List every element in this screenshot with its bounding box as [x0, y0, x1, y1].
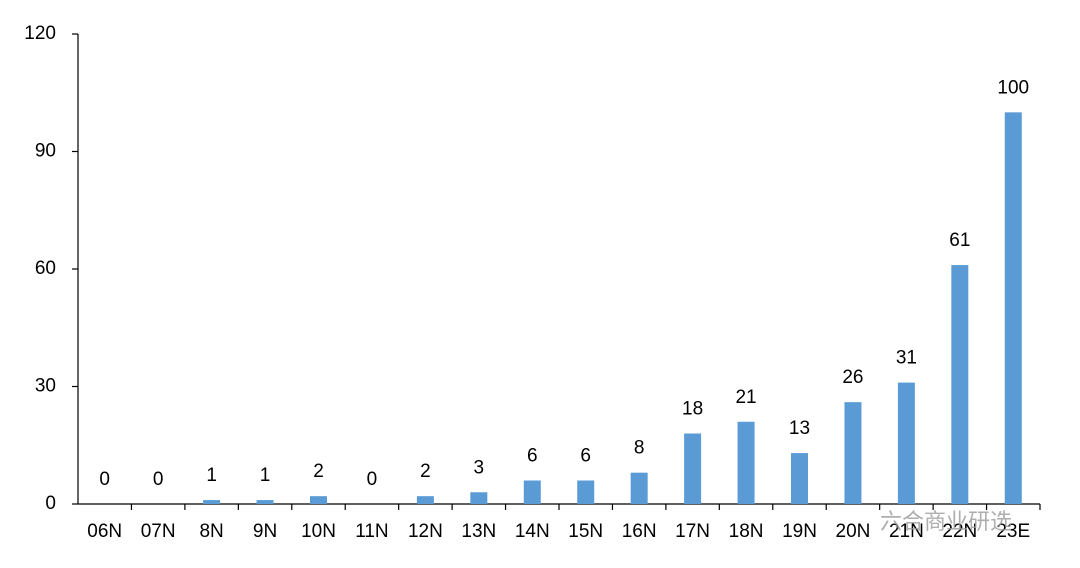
data-label: 1	[260, 465, 271, 486]
data-label: 0	[99, 469, 110, 490]
bar	[897, 382, 915, 504]
y-tick-label: 60	[35, 258, 56, 279]
x-tick-label: 16N	[622, 521, 657, 542]
x-tick-label: 11N	[355, 521, 388, 542]
data-label: 21	[735, 387, 756, 408]
bar	[470, 492, 488, 504]
data-label: 0	[367, 469, 378, 490]
y-tick-label: 30	[35, 376, 56, 397]
x-tick-label: 12N	[408, 521, 443, 542]
data-label: 3	[474, 457, 485, 478]
x-tick-label: 23E	[996, 521, 1030, 542]
x-tick-label: 17N	[675, 521, 710, 542]
x-tick-label: 13N	[461, 521, 496, 542]
data-label: 13	[789, 418, 810, 439]
x-tick-label: 19N	[782, 521, 817, 542]
data-label: 1	[206, 465, 217, 486]
bar	[416, 496, 434, 504]
x-tick-label: 20N	[836, 521, 871, 542]
bar	[951, 265, 969, 504]
bar	[1004, 112, 1022, 504]
bar	[203, 500, 221, 504]
bar	[737, 421, 755, 504]
data-label: 8	[634, 438, 645, 459]
bar	[256, 500, 274, 504]
x-tick-label: 10N	[301, 521, 336, 542]
data-label: 2	[420, 461, 431, 482]
data-label: 6	[580, 446, 591, 467]
x-tick-label: 9N	[253, 521, 277, 542]
x-tick-label: 14N	[515, 521, 550, 542]
x-tick-label: 18N	[729, 521, 764, 542]
x-tick-label: 07N	[141, 521, 176, 542]
bar	[844, 402, 862, 504]
x-tick-label: 21N	[889, 521, 924, 542]
data-label: 0	[153, 469, 164, 490]
data-label: 2	[313, 461, 324, 482]
data-label: 18	[682, 399, 703, 420]
data-label: 31	[896, 348, 917, 369]
data-label: 26	[842, 367, 863, 388]
y-tick-label: 120	[24, 23, 56, 44]
data-label: 61	[949, 230, 970, 251]
bar	[577, 480, 595, 504]
x-tick-label: 22N	[942, 521, 977, 542]
bar	[684, 433, 702, 504]
watermark: 六合商业研选	[880, 509, 1012, 534]
x-tick-label: 15N	[568, 521, 603, 542]
y-tick-label: 0	[45, 493, 56, 514]
bar	[791, 453, 808, 504]
x-tick-label: 06N	[87, 521, 122, 542]
y-tick-label: 90	[35, 141, 56, 162]
bar	[310, 496, 327, 504]
x-tick-label: 8N	[199, 521, 223, 542]
bar	[523, 480, 541, 504]
data-label: 6	[527, 446, 538, 467]
data-label: 100	[997, 77, 1029, 98]
bar	[630, 472, 648, 504]
